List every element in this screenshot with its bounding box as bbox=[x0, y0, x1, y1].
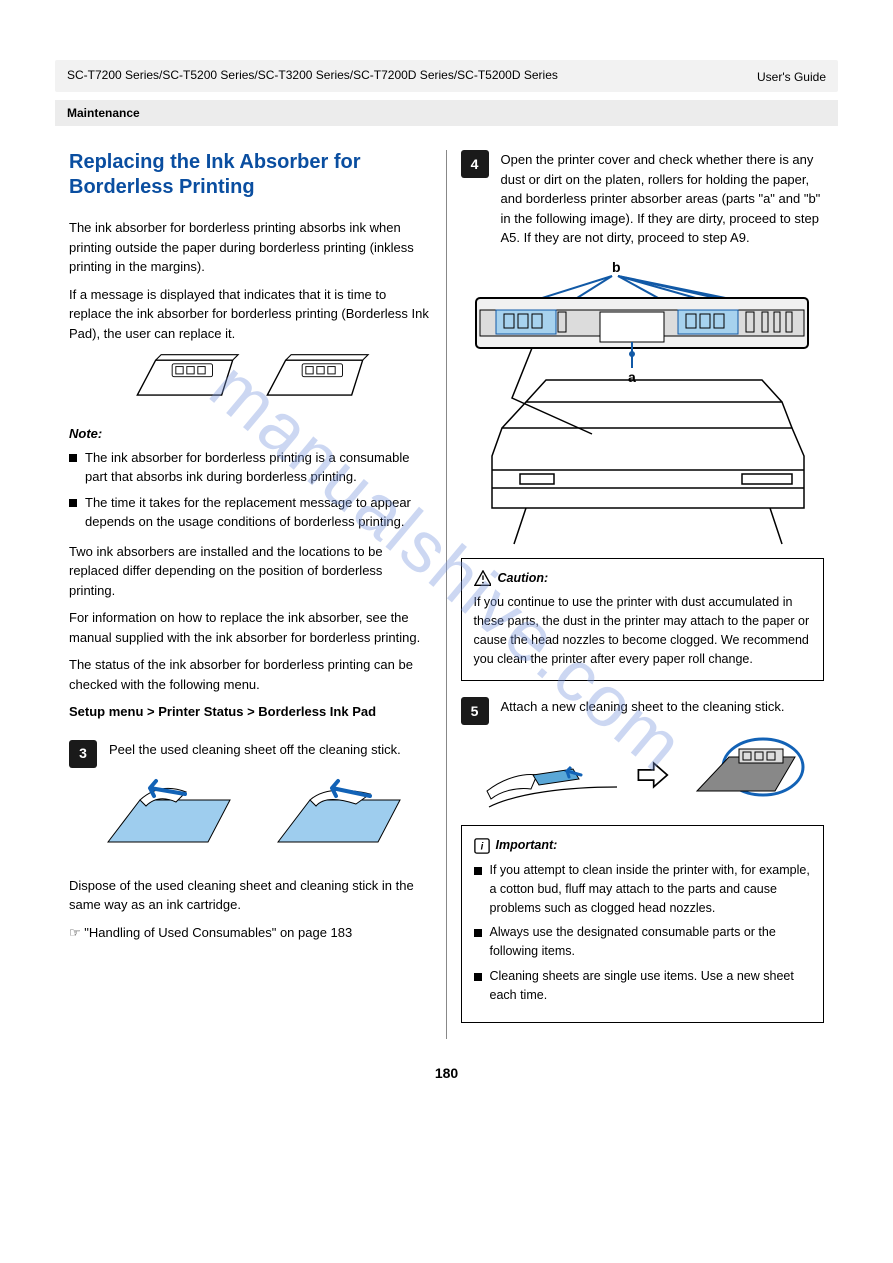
step-badge-4: 4 bbox=[461, 150, 489, 178]
important-box: i Important: If you attempt to clean ins… bbox=[461, 825, 825, 1023]
pads-figure bbox=[69, 351, 432, 406]
caution-box: Caution: If you continue to use the prin… bbox=[461, 558, 825, 682]
peel-figure bbox=[69, 778, 432, 858]
step4-text: Open the printer cover and check whether… bbox=[501, 150, 825, 248]
stick-figure bbox=[461, 735, 825, 815]
note-item-2: The time it takes for the replacement me… bbox=[85, 493, 432, 532]
important-label: Important: bbox=[496, 836, 558, 855]
note-label: Note: bbox=[69, 424, 432, 444]
step3-text: Peel the used cleaning sheet off the cle… bbox=[109, 740, 432, 760]
important-bullet-3: Cleaning sheets are single use items. Us… bbox=[490, 967, 812, 1005]
platen-diagram: b bbox=[461, 258, 825, 548]
pads-paragraph: Two ink absorbers are installed and the … bbox=[69, 542, 432, 601]
left-para-2: If a message is displayed that indicates… bbox=[69, 285, 432, 344]
important-bullet-1: If you attempt to clean inside the print… bbox=[490, 861, 812, 917]
left-para-1: The ink absorber for borderless printing… bbox=[69, 218, 432, 277]
important-bullet-2: Always use the designated consumable par… bbox=[490, 923, 812, 961]
page-number: 180 bbox=[55, 1063, 838, 1084]
bullet-icon bbox=[69, 454, 77, 462]
left-column: Replacing the Ink Absorber for Borderles… bbox=[55, 150, 447, 1039]
important-icon: i bbox=[474, 838, 490, 854]
caution-text: If you continue to use the printer with … bbox=[474, 593, 812, 668]
dispose-link[interactable]: ☞ "Handling of Used Consumables" on page… bbox=[69, 923, 432, 943]
step-badge-3: 3 bbox=[69, 740, 97, 768]
bullet-icon bbox=[474, 929, 482, 937]
label-b: b bbox=[612, 259, 621, 275]
bullet-icon bbox=[474, 973, 482, 981]
menu-path: Setup menu > Printer Status > Borderless… bbox=[69, 702, 432, 722]
caution-icon bbox=[474, 570, 492, 586]
step5-text: Attach a new cleaning sheet to the clean… bbox=[501, 697, 825, 717]
dispose-text: Dispose of the used cleaning sheet and c… bbox=[69, 876, 432, 915]
step-badge-5: 5 bbox=[461, 697, 489, 725]
arrow-right-icon bbox=[635, 758, 669, 792]
bullet-icon bbox=[69, 499, 77, 507]
bullet-icon bbox=[474, 867, 482, 875]
instr-2: The status of the ink absorber for borde… bbox=[69, 655, 432, 694]
note-item-1: The ink absorber for borderless printing… bbox=[85, 448, 432, 487]
svg-text:i: i bbox=[480, 841, 483, 852]
left-heading: Replacing the Ink Absorber for Borderles… bbox=[69, 150, 432, 200]
label-a: a bbox=[628, 369, 636, 385]
header-band: SC-T7200 Series/SC-T5200 Series/SC-T3200… bbox=[55, 60, 838, 92]
caution-label: Caution: bbox=[498, 569, 549, 588]
right-column: 4 Open the printer cover and check wheth… bbox=[447, 150, 839, 1039]
section-label: Maintenance bbox=[55, 100, 838, 126]
instr-1: For information on how to replace the in… bbox=[69, 608, 432, 647]
